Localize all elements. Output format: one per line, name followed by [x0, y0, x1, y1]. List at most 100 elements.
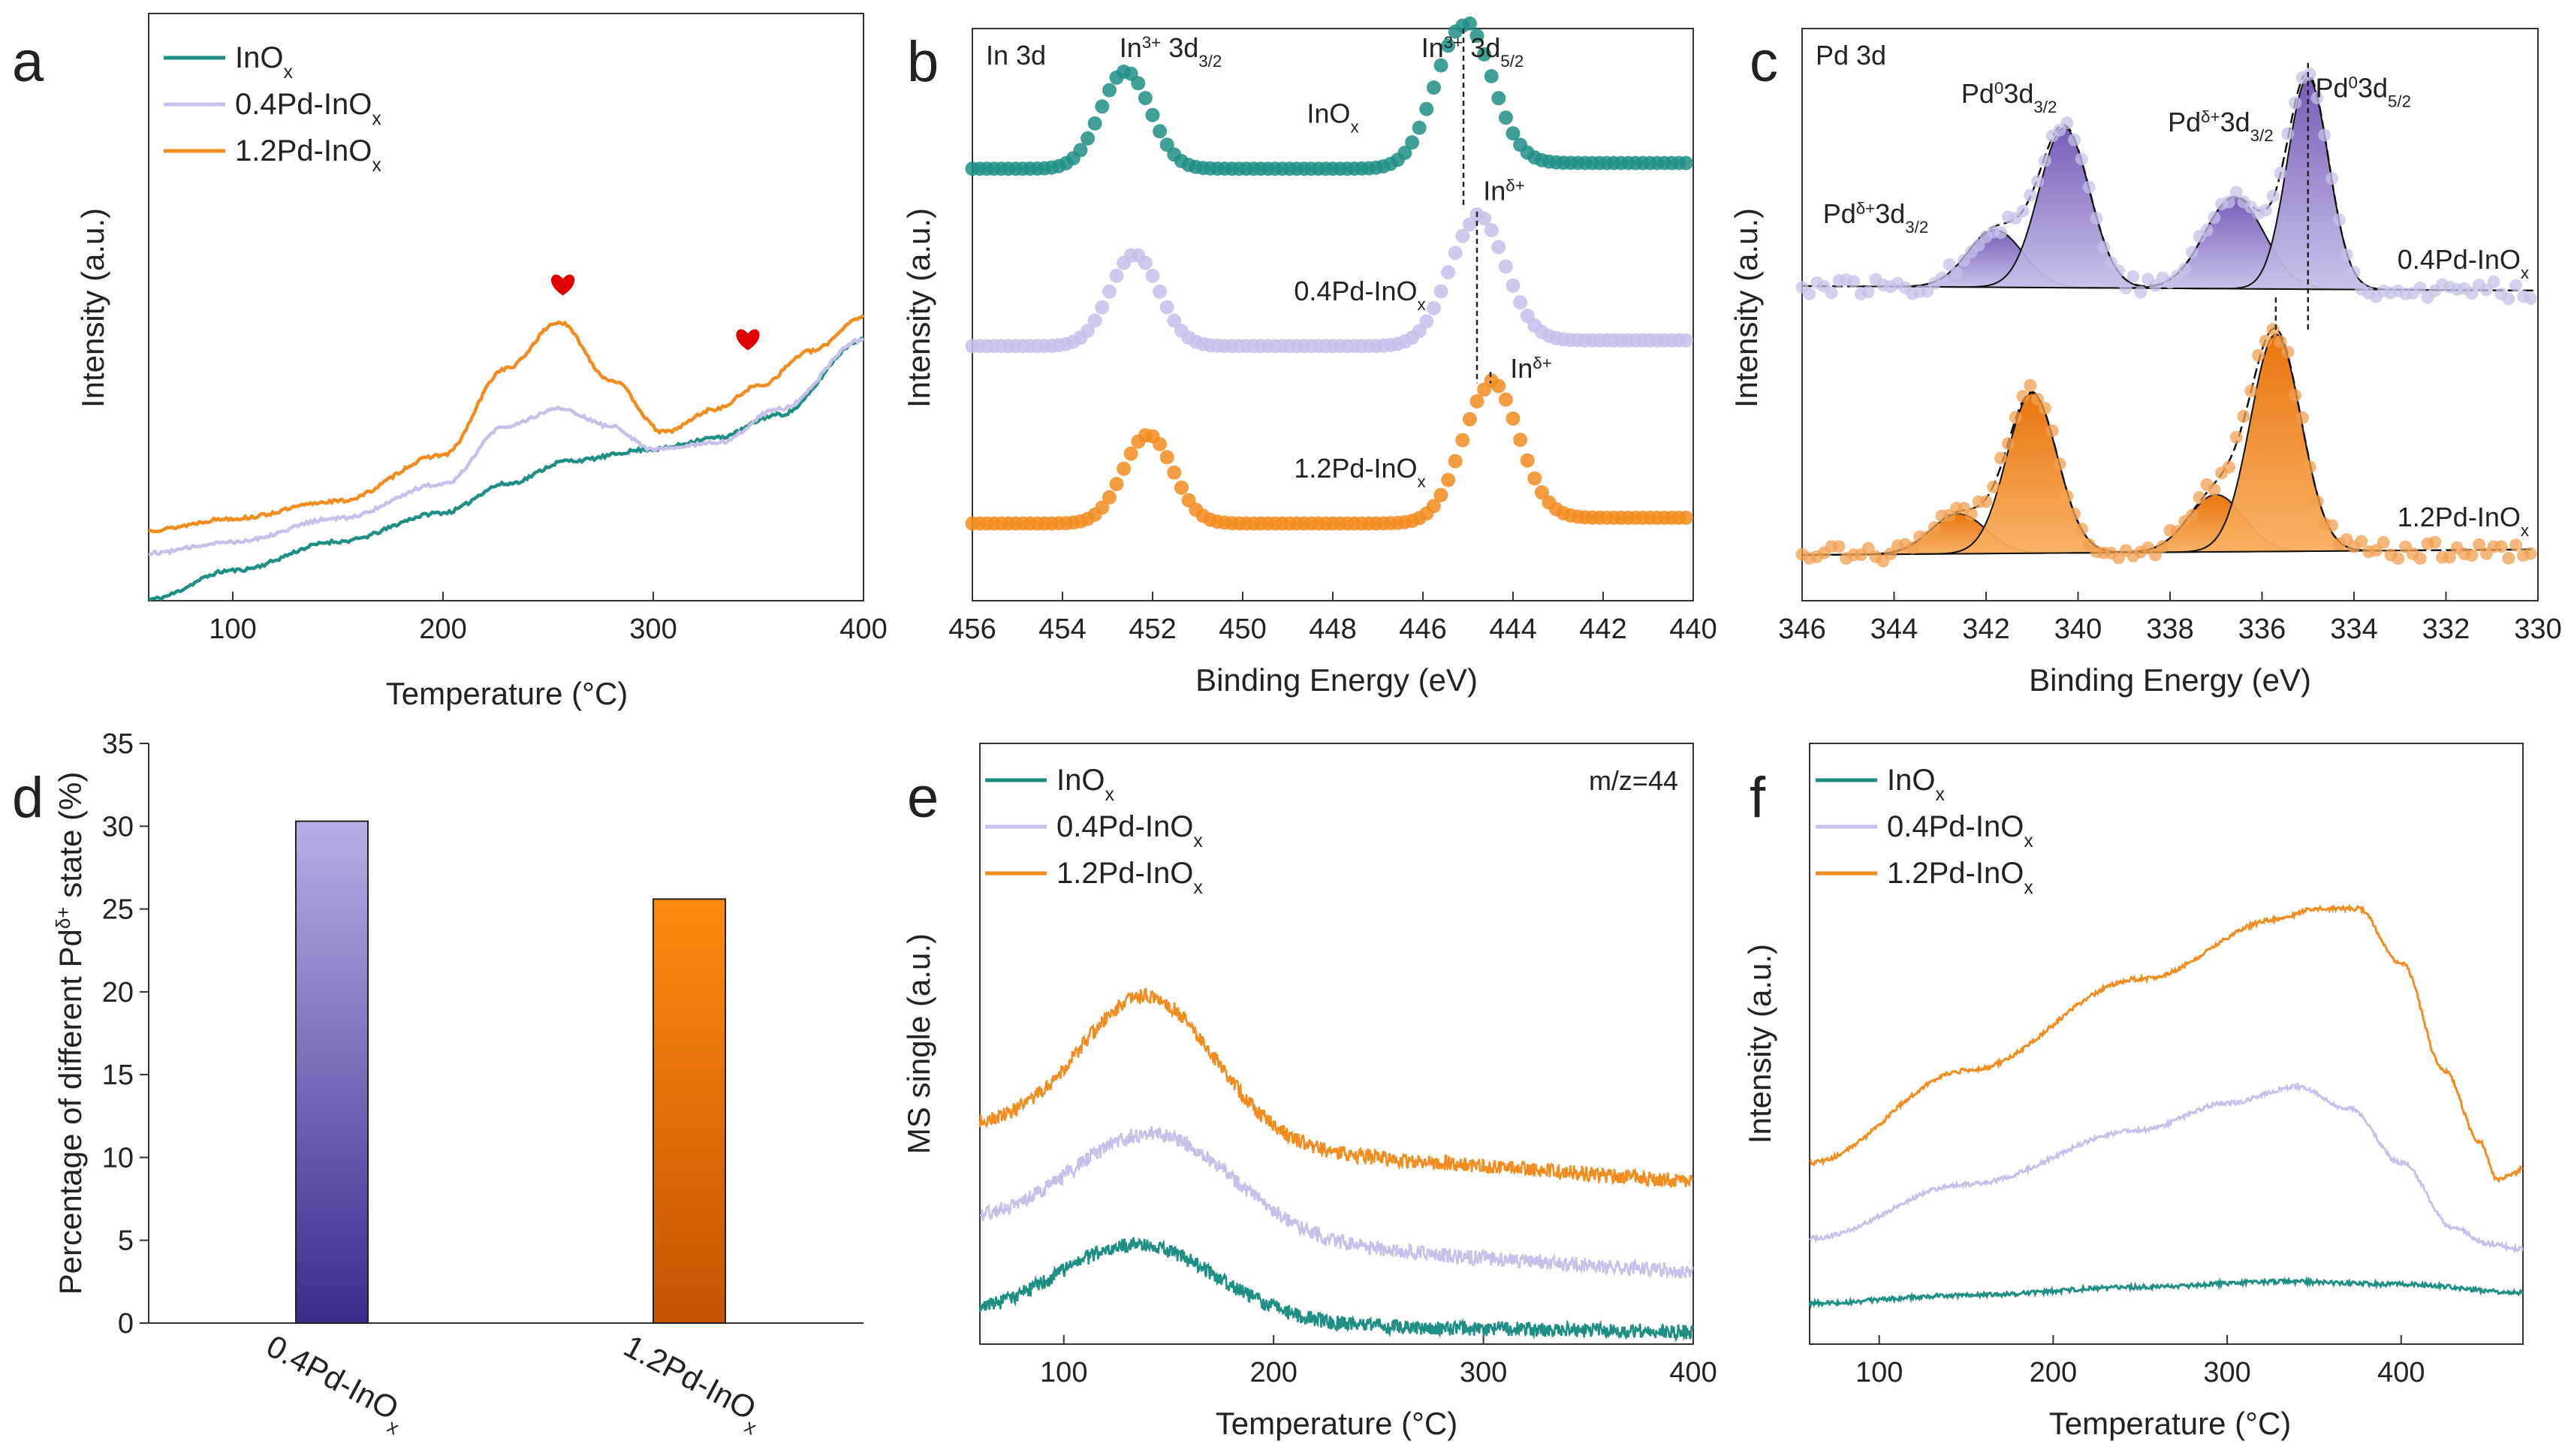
- data-point-0.4Pd-InO: [1803, 287, 1816, 300]
- data-point-0.4Pd-InO: [1159, 300, 1174, 315]
- data-point-0.4Pd-InO: [1419, 314, 1434, 329]
- data-point-1.2Pd-InO: [1095, 500, 1110, 515]
- x-tick-label-c: 340: [2054, 613, 2102, 645]
- data-point-0.4Pd-InO: [2060, 116, 2074, 130]
- series-label-b: 0.4Pd-InOx: [1294, 276, 1425, 314]
- legend-entry-f: 0.4Pd-InOx: [1887, 810, 2033, 852]
- legend-entry-a-part: x: [372, 155, 381, 176]
- data-point-1.2Pd-InO: [2237, 409, 2250, 423]
- data-point-InO: [1469, 29, 1484, 44]
- data-point-1.2Pd-InO: [2016, 390, 2030, 403]
- data-point-0.4Pd-InO: [1448, 246, 1463, 261]
- data-point-1.2Pd-InO: [2244, 384, 2258, 398]
- data-point-1.2Pd-InO: [2303, 460, 2316, 474]
- data-point-1.2Pd-InO: [2355, 535, 2368, 548]
- annotation-mz: m/z=44: [1589, 765, 1678, 796]
- peak-label-b-part: 3/2: [1198, 52, 1222, 71]
- data-point-0.4Pd-InO: [2024, 188, 2037, 202]
- series-label-c-part: 1.2Pd-InO: [2398, 502, 2521, 532]
- legend-entry-e-part: x: [1193, 831, 1203, 852]
- data-point-InO: [1419, 101, 1434, 116]
- data-point-1.2Pd-InO: [2009, 411, 2022, 424]
- plot-frame-f: [1809, 743, 2524, 1345]
- y-tick-label-d: 5: [118, 1225, 134, 1257]
- data-point-0.4Pd-InO: [1462, 217, 1477, 232]
- data-point-0.4Pd-InO: [2303, 68, 2316, 81]
- x-axis-label-b: Binding Energy (eV): [1195, 662, 1478, 698]
- x-tick-label-e: 400: [1669, 1357, 1717, 1388]
- peak-label-c-part: Pd: [1961, 78, 1994, 109]
- legend-entry-a: InOx: [235, 41, 293, 83]
- data-point-InO: [1433, 58, 1448, 73]
- y-axis-label-c: Intensity (a.u.): [1729, 208, 1764, 408]
- x-tick-label-a: 300: [629, 613, 677, 645]
- data-point-1.2Pd-InO: [2038, 402, 2051, 415]
- x-axis-label-a: Temperature (°C): [386, 676, 628, 711]
- data-point-0.4Pd-InO: [2126, 270, 2140, 283]
- x-tick-label-f: 400: [2377, 1357, 2425, 1388]
- data-point-1.2Pd-InO: [1906, 541, 1919, 554]
- peak-label-b-part: δ+: [1533, 353, 1551, 372]
- panel-label-c: c: [1750, 30, 1778, 94]
- data-point-0.4Pd-InO: [2524, 292, 2537, 306]
- data-point-0.4Pd-InO: [2318, 128, 2331, 142]
- data-point-1.2Pd-InO: [1927, 521, 1941, 535]
- data-point-1.2Pd-InO: [1884, 547, 1897, 560]
- series-line-0.4Pd-InOx: [148, 337, 864, 557]
- data-point-1.2Pd-InO: [2377, 535, 2390, 549]
- data-point-0.4Pd-InO: [2208, 211, 2221, 225]
- data-point-0.4Pd-InO: [1109, 268, 1124, 283]
- data-point-1.2Pd-InO: [1994, 451, 2008, 465]
- legend-entry-e: 0.4Pd-InOx: [1056, 810, 1203, 852]
- data-point-0.4Pd-InO: [1138, 255, 1153, 270]
- data-point-1.2Pd-InO: [2428, 535, 2442, 549]
- x-tick-label-b: 454: [1038, 613, 1086, 645]
- x-tick-label-c: 336: [2238, 613, 2286, 645]
- data-point-1.2Pd-InO: [2325, 519, 2339, 532]
- x-tick-label-c: 334: [2330, 613, 2377, 645]
- peak-label-c-part: 3d: [2003, 78, 2033, 109]
- y-axis-label-d-part: state (%): [53, 772, 88, 907]
- series-label-c: 1.2Pd-InOx: [2398, 502, 2529, 540]
- data-point-0.4Pd-InO: [1972, 238, 1985, 252]
- data-point-1.2Pd-InO: [2281, 345, 2295, 359]
- peak-label-c-part: Pd: [2168, 107, 2201, 137]
- data-point-0.4Pd-InO: [1935, 271, 1949, 285]
- series-label-b: InOx: [1307, 98, 1358, 137]
- data-point-1.2Pd-InO: [1167, 465, 1182, 480]
- peak-label-c-part: 0: [1994, 79, 2003, 98]
- data-point-0.4Pd-InO: [1678, 333, 1693, 348]
- data-point-1.2Pd-InO: [1102, 490, 1117, 505]
- data-point-1.2Pd-InO: [2413, 552, 2427, 565]
- peak-label-c: Pd03d3/2: [1961, 78, 2057, 116]
- data-point-0.4Pd-InO: [2259, 203, 2272, 217]
- panel-d: d 0 5 10 15 20 25 30 35 Percentage of different P…: [12, 728, 864, 1439]
- data-point-1.2Pd-InO: [2148, 548, 2162, 562]
- data-point-0.4Pd-InO: [2031, 175, 2045, 188]
- x-tick-label-c: 346: [1778, 613, 1825, 645]
- data-point-InO: [1412, 120, 1427, 135]
- y-tick-label-d: 15: [102, 1060, 134, 1091]
- series-label-c-part: x: [2521, 264, 2529, 282]
- data-point-1.2Pd-InO: [2060, 490, 2074, 503]
- x-category-label-d: 1.2Pd-InOx: [614, 1328, 770, 1439]
- legend-entry-e-part: x: [1193, 878, 1203, 898]
- data-point-0.4Pd-InO: [2016, 204, 2030, 218]
- data-point-1.2Pd-InO: [2053, 457, 2066, 471]
- data-point-1.2Pd-InO: [2001, 437, 2015, 451]
- panel-label-d: d: [12, 766, 44, 830]
- series-line-1.2Pd-InOx: [978, 987, 1694, 1188]
- y-axis-label-a: Intensity (a.u.): [75, 208, 110, 408]
- data-point-1.2Pd-InO: [1527, 471, 1542, 486]
- legend-entry-a-part: InO: [235, 41, 283, 74]
- x-tick-label-f: 300: [2203, 1357, 2250, 1388]
- data-point-0.4Pd-InO: [1145, 268, 1160, 283]
- series-line-1.2Pd-InOx: [1809, 903, 2524, 1183]
- legend-entry-a-part: 1.2Pd-InO: [235, 134, 372, 167]
- peak-label-c: Pd03d5/2: [2315, 72, 2411, 110]
- series-line-1.2Pd-InOx: [148, 314, 865, 533]
- data-point-1.2Pd-InO: [2465, 549, 2479, 562]
- peak-label-c-part: 3d: [2220, 107, 2250, 137]
- component-peak-Pd0 3d5/2: [2128, 333, 2421, 553]
- data-point-1.2Pd-InO: [1117, 461, 1132, 476]
